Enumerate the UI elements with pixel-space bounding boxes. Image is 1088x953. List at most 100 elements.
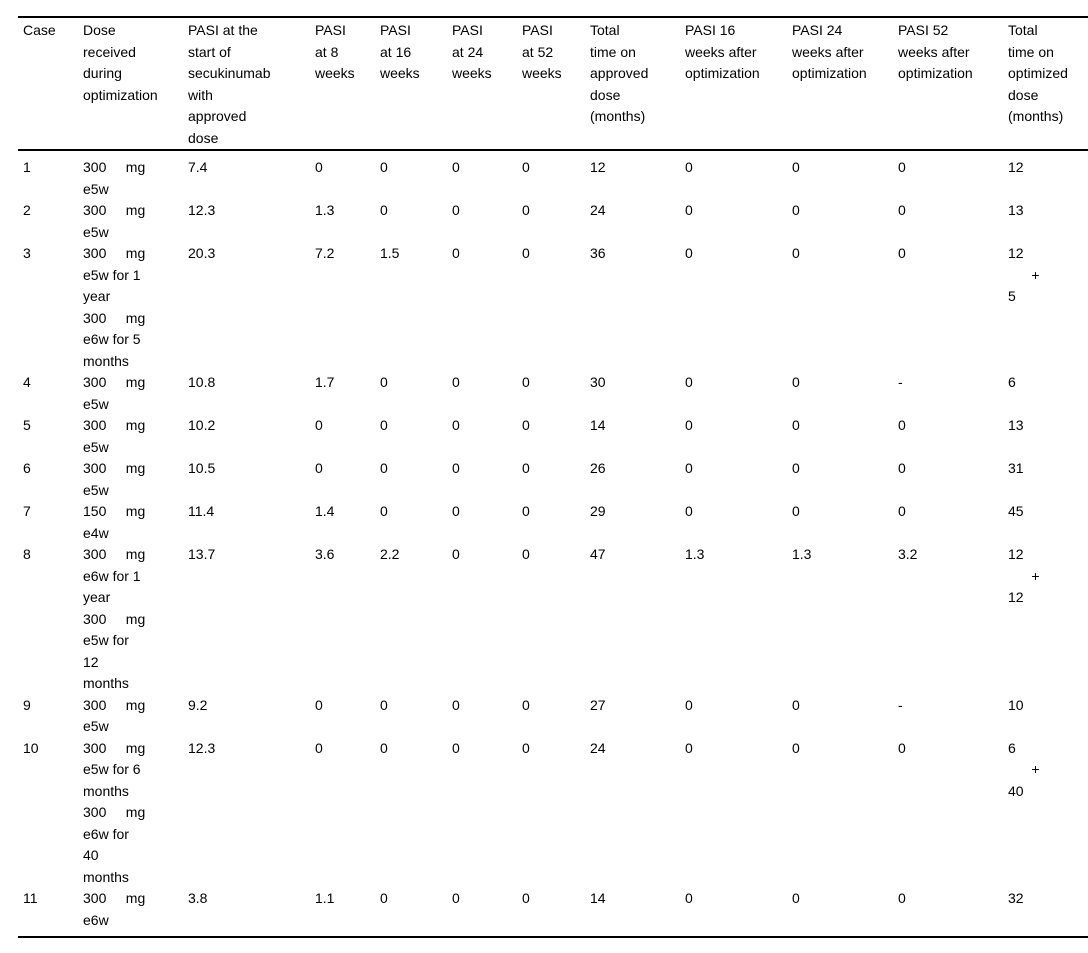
cell-pasi-52w: 0 [522,503,530,519]
cell-pasi-52w: 0 [522,890,530,906]
cell-pasi-52w: 0 [522,460,530,476]
cell-dose-received: 300 mg e5w [83,159,146,197]
table-row: 10 300 mg e5w for 6 months 300 mg e6w for… [18,738,1088,889]
column-header-total-optimized: Total time on optimized dose (months) [1008,17,1088,151]
header-row: Case Dose received during optimization P… [18,17,1088,151]
table-header: Case Dose received during optimization P… [18,17,1088,151]
cell-dose-received: 300 mg e5w [83,696,146,735]
cell-pasi-start: 9.2 [188,696,208,713]
cell-case: 7 [23,503,31,519]
cell-pasi-start: 10.2 [188,417,216,433]
cell-total-approved: 27 [590,696,606,713]
cell-pasi-8w: 0 [315,417,323,433]
cell-total-optimized: 13 [1008,202,1024,218]
table-row: 5 300 mg e5w 10.2 0 0 0 0 14 0 0 0 13 [18,415,1088,458]
cell-pasi-52w: 0 [522,159,530,175]
cell-pasi-24w: 0 [452,417,460,433]
pasi-optimization-table: Case Dose received during optimization P… [18,16,1088,938]
cell-total-optimized: 32 [1008,890,1024,906]
cell-pasi-16w: 0 [380,374,388,390]
column-header-pasi-24w: PASI at 24 weeks [452,17,522,151]
cell-case: 3 [23,245,31,261]
cell-pasi-8w: 1.1 [315,890,335,906]
cell-pasi-start: 13.7 [188,546,216,562]
cell-dose-received: 150 mg e4w [83,503,146,541]
cell-pasi-52w-post: 0 [898,890,906,906]
cell-pasi-start: 11.4 [188,503,215,519]
cell-total-optimized: 6 [1008,374,1016,390]
column-header-dose-received: Dose received during optimization [83,17,188,151]
cell-pasi-8w: 0 [315,159,323,175]
cell-case: 2 [23,202,31,218]
cell-pasi-24w-post: 0 [792,202,800,218]
cell-pasi-52w-post: 0 [898,417,906,433]
table-row: 4 300 mg e5w 10.8 1.7 0 0 0 30 0 0 - 6 [18,372,1088,415]
cell-total-approved: 12 [590,159,606,175]
cell-total-optimized: 31 [1008,460,1024,476]
cell-dose-received: 300 mg e5w [83,374,146,412]
cell-pasi-16w-post: 0 [685,202,693,218]
cell-pasi-start: 7.4 [188,159,208,175]
cell-pasi-start: 12.3 [188,739,216,756]
cell-pasi-8w: 3.6 [315,546,335,562]
cell-pasi-8w: 1.7 [315,374,335,390]
cell-case: 8 [23,546,31,562]
cell-pasi-16w-post: 0 [685,503,693,519]
cell-pasi-16w: 0 [380,417,388,433]
table-row: 8 300 mg e6w for 1 year 300 mg e5w for 12… [18,544,1088,695]
cell-total-optimized: 12 + 5 [1008,245,1040,304]
cell-pasi-52w-post: 0 [898,245,906,261]
cell-pasi-52w-post: 0 [898,503,906,519]
cell-pasi-52w: 0 [522,374,530,390]
column-header-pasi-24w-post: PASI 24 weeks after optimization [792,17,898,151]
cell-pasi-start: 20.3 [188,245,216,261]
cell-pasi-24w: 0 [452,739,460,756]
cell-pasi-16w-post: 0 [685,374,693,390]
cell-pasi-24w: 0 [452,546,460,562]
cell-pasi-24w: 0 [452,460,460,476]
cell-dose-received: 300 mg e6w [83,890,146,928]
cell-pasi-start: 10.5 [188,460,216,476]
cell-pasi-start: 10.8 [188,374,216,390]
cell-pasi-24w-post: 0 [792,739,800,756]
cell-dose-received: 300 mg e5w [83,202,146,240]
column-header-pasi-52w: PASI at 52 weeks [522,17,590,151]
cell-case: 10 [23,739,39,756]
cell-pasi-52w-post: 0 [898,202,906,218]
cell-pasi-52w: 0 [522,245,530,261]
cell-pasi-8w: 0 [315,739,323,756]
cell-pasi-start: 3.8 [188,890,208,906]
cell-dose-received: 300 mg e5w for 6 months 300 mg e6w for 4… [83,739,146,885]
cell-pasi-8w: 1.4 [315,503,335,519]
cell-pasi-16w: 0 [380,890,388,906]
table-body: 1 300 mg e5w 7.4 0 0 0 0 12 0 0 0 12 2 300 mg e5w 12.3… [18,150,1088,937]
cell-total-approved: 30 [590,374,606,390]
cell-pasi-24w-post: 0 [792,890,800,906]
cell-pasi-16w-post: 0 [685,890,693,906]
cell-pasi-16w-post: 0 [685,159,693,175]
cell-pasi-16w-post: 0 [685,460,693,476]
cell-dose-received: 300 mg e5w for 1 year 300 mg e6w for 5 m… [83,245,146,369]
cell-pasi-24w: 0 [452,374,460,390]
cell-pasi-16w: 0 [380,202,388,218]
cell-pasi-24w: 0 [452,890,460,906]
cell-total-optimized: 6 + 40 [1008,739,1040,799]
cell-pasi-52w: 0 [522,739,530,756]
table-row: 7 150 mg e4w 11.4 1.4 0 0 0 29 0 0 0 45 [18,501,1088,544]
column-header-pasi-8w: PASI at 8 weeks [315,17,380,151]
cell-pasi-52w-post: 0 [898,739,906,756]
cell-pasi-52w-post: 0 [898,460,906,476]
cell-total-optimized: 13 [1008,417,1024,433]
column-header-pasi-16w: PASI at 16 weeks [380,17,452,151]
cell-pasi-24w: 0 [452,503,460,519]
cell-pasi-52w: 0 [522,546,530,562]
cell-total-approved: 14 [590,417,606,433]
cell-pasi-52w: 0 [522,696,530,713]
cell-case: 11 [23,890,38,906]
cell-dose-received: 300 mg e6w for 1 year 300 mg e5w for 12 … [83,546,146,691]
cell-pasi-16w: 0 [380,159,388,175]
cell-pasi-16w-post: 0 [685,739,693,756]
column-header-pasi-16w-post: PASI 16 weeks after optimization [685,17,792,151]
cell-total-approved: 47 [590,546,606,562]
